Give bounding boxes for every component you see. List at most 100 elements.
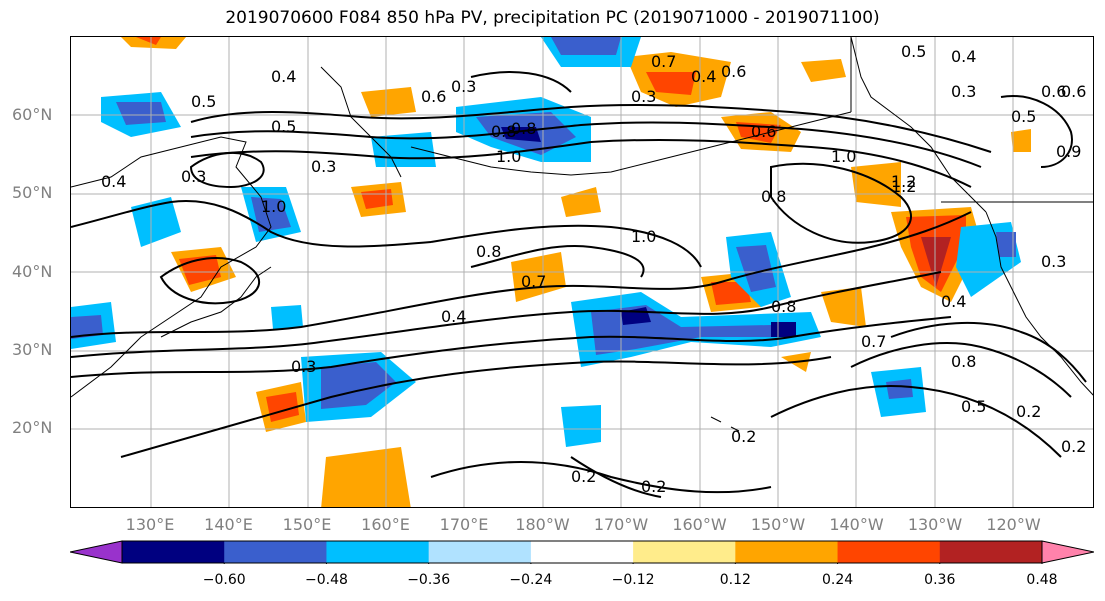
precipitation-shading bbox=[71, 37, 1031, 507]
latitude-label: 40°N bbox=[12, 262, 53, 281]
longitude-label: 170°E bbox=[439, 515, 489, 534]
colorbar-segment bbox=[735, 541, 839, 563]
contour-label: 0.2 bbox=[1061, 437, 1086, 456]
precip-positive-area bbox=[801, 59, 846, 82]
contour-labels: 0.5 0.4 0.3 0.4 0.7 0.3 0.6 0.8 0.6 0.5 0.6 0.8 1.0 0… bbox=[101, 42, 1086, 496]
contour-label: 0.5 bbox=[961, 397, 986, 416]
coastlines bbox=[71, 37, 1093, 432]
colorbar-extend-high bbox=[1041, 540, 1094, 564]
contour-label: 0.9 bbox=[1056, 142, 1081, 161]
precip-negative-area bbox=[131, 197, 181, 247]
contour-label: 0.5 bbox=[901, 42, 926, 61]
colorbar bbox=[70, 540, 1094, 564]
precip-positive-area bbox=[921, 237, 951, 287]
longitude-label: 180°W bbox=[515, 515, 570, 534]
contour-label: 0.8 bbox=[476, 242, 501, 261]
colorbar-segment bbox=[939, 541, 1043, 563]
contour-label: 0.5 bbox=[271, 117, 296, 136]
contour-label: 0.3 bbox=[291, 357, 316, 376]
contour-label: 0.4 bbox=[101, 172, 126, 191]
contour-label: 0.5 bbox=[1011, 107, 1036, 126]
contour-label: 0.3 bbox=[181, 167, 206, 186]
contour-label: 0.2 bbox=[571, 467, 596, 486]
contour-label: 0.7 bbox=[651, 52, 676, 71]
precip-negative-area bbox=[736, 245, 776, 292]
precip-negative-area bbox=[996, 232, 1016, 257]
contour-label: 0.3 bbox=[451, 77, 476, 96]
precip-positive-area bbox=[136, 37, 161, 45]
precip-negative-area bbox=[71, 315, 103, 339]
contour-label: 1.0 bbox=[831, 147, 856, 166]
contour-label: 0.6 bbox=[721, 62, 746, 81]
precip-positive-area bbox=[511, 252, 566, 302]
contour-label: 1.0 bbox=[631, 227, 656, 246]
contour-label: 0.6 bbox=[1061, 82, 1086, 101]
precip-negative-area bbox=[251, 197, 291, 232]
precip-positive-area bbox=[266, 392, 299, 422]
precip-positive-area bbox=[1011, 129, 1031, 152]
latitude-label: 50°N bbox=[12, 183, 53, 202]
precip-negative-area bbox=[771, 322, 796, 337]
contour-label: 0.2 bbox=[731, 427, 756, 446]
longitude-label: 140°E bbox=[204, 515, 253, 534]
contour-label: 0.8 bbox=[761, 187, 786, 206]
contour-label: 0.3 bbox=[951, 82, 976, 101]
colorbar-segment bbox=[224, 541, 327, 563]
coastline-japan bbox=[160, 266, 272, 338]
coastline-aleutians bbox=[410, 111, 852, 176]
contour-label: 0.6 bbox=[1041, 82, 1066, 101]
longitude-label: 160°E bbox=[361, 515, 410, 534]
contour-label: 0.6 bbox=[751, 122, 776, 141]
colorbar-segment bbox=[428, 541, 532, 563]
coastline-asia bbox=[71, 136, 272, 398]
precip-positive-area bbox=[646, 72, 696, 95]
longitude-label: 150°E bbox=[282, 515, 332, 534]
colorbar-segment bbox=[122, 541, 225, 563]
coastline-kamchatka bbox=[320, 66, 402, 178]
precip-negative-area bbox=[886, 379, 913, 399]
contour-label: 0.4 bbox=[941, 292, 966, 311]
contour-label: 0.3 bbox=[311, 157, 336, 176]
longitude-label: 160°W bbox=[672, 515, 727, 534]
contour-label: 0.6 bbox=[421, 87, 446, 106]
precip-positive-area bbox=[821, 287, 866, 327]
longitude-label: 130°W bbox=[907, 515, 963, 534]
colorbar-tick-label: −0.36 bbox=[407, 572, 451, 588]
contour-label: 1.2 bbox=[891, 177, 916, 196]
longitude-label: 120°W bbox=[986, 515, 1041, 534]
contour-label: 0.5 bbox=[191, 92, 216, 111]
map-title: 2019070600 F084 850 hPa PV, precipitatio… bbox=[225, 8, 880, 28]
contour-label: 1.2 bbox=[891, 172, 916, 191]
contour-label: 0.7 bbox=[861, 332, 886, 351]
longitude-label: 130°E bbox=[125, 515, 175, 534]
contour-label: 0.8 bbox=[491, 122, 516, 141]
colorbar-segment bbox=[530, 541, 634, 563]
contour-label: 0.8 bbox=[771, 297, 796, 316]
latitude-label: 20°N bbox=[12, 418, 53, 437]
latitude-label: 60°N bbox=[12, 105, 53, 124]
colorbar-segment bbox=[633, 541, 736, 563]
longitude-label: 170°W bbox=[593, 515, 649, 534]
colorbar-tick-label: 0.48 bbox=[1026, 572, 1058, 588]
precip-negative-area bbox=[116, 102, 166, 125]
border-canada bbox=[850, 37, 1093, 203]
colorbar-tick-label: 0.24 bbox=[821, 572, 854, 588]
graticule bbox=[71, 37, 1093, 507]
map-svg: 0.5 0.4 0.3 0.4 0.7 0.3 0.6 0.8 0.6 0.5 0.6 0.8 1.0 0… bbox=[71, 37, 1093, 507]
contour-label: 0.2 bbox=[1016, 402, 1041, 421]
pv-contours bbox=[71, 71, 1087, 498]
contour-label: 0.2 bbox=[641, 477, 666, 496]
colorbar-tick-label: −0.48 bbox=[304, 572, 348, 588]
precip-negative-area bbox=[271, 305, 303, 329]
colorbar-extend-low bbox=[70, 540, 123, 564]
contour-label: 0.3 bbox=[1041, 252, 1066, 271]
contour-label: 0.3 bbox=[631, 87, 656, 106]
contour-label: 0.8 bbox=[951, 352, 976, 371]
precip-positive-area bbox=[711, 282, 751, 305]
contour-label: 0.4 bbox=[691, 67, 716, 86]
latitude-label: 30°N bbox=[12, 340, 53, 359]
precip-positive-area bbox=[561, 187, 601, 217]
map-panel: 0.5 0.4 0.3 0.4 0.7 0.3 0.6 0.8 0.6 0.5 0.6 0.8 1.0 0… bbox=[70, 36, 1094, 508]
precip-negative-area bbox=[321, 362, 396, 409]
colorbar-segment bbox=[837, 541, 941, 563]
